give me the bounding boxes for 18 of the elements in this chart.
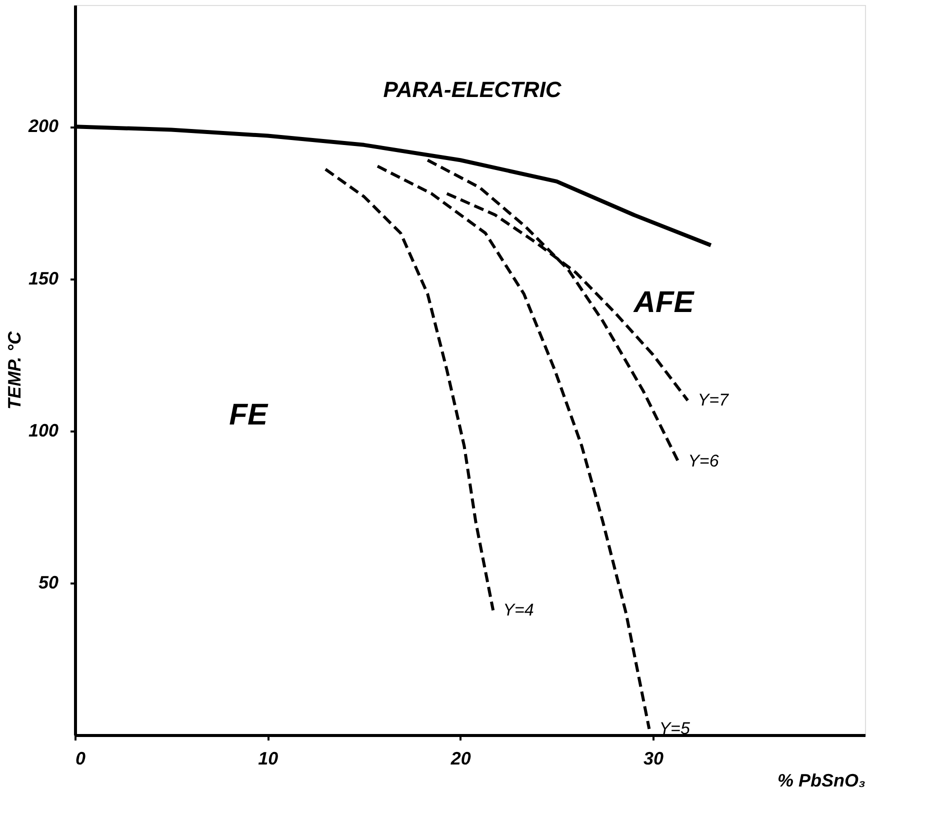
annotation: FE	[229, 398, 268, 432]
series-label: Y=7	[698, 390, 729, 410]
series-label: Y=6	[688, 451, 720, 470]
y-tick-label: 100	[28, 420, 58, 440]
y-tick-label: 150	[28, 268, 58, 288]
annotation: AFE	[632, 286, 695, 320]
x-axis-title: % PbSnO₃	[777, 770, 866, 790]
series-label: Y=5	[659, 718, 690, 738]
y-tick-label: 200	[27, 116, 58, 136]
x-tick-label: 10	[258, 748, 278, 768]
line-series	[324, 168, 495, 612]
x-tick-label: 0	[76, 748, 86, 768]
y-axis-title: TEMP. °C	[4, 330, 24, 410]
series-label: Y=4	[503, 600, 534, 620]
y-tick-label: 50	[38, 572, 58, 592]
x-tick-label: 30	[644, 748, 664, 768]
annotation: PARA-ELECTRIC	[383, 77, 562, 102]
x-tick-label: 20	[450, 748, 471, 768]
